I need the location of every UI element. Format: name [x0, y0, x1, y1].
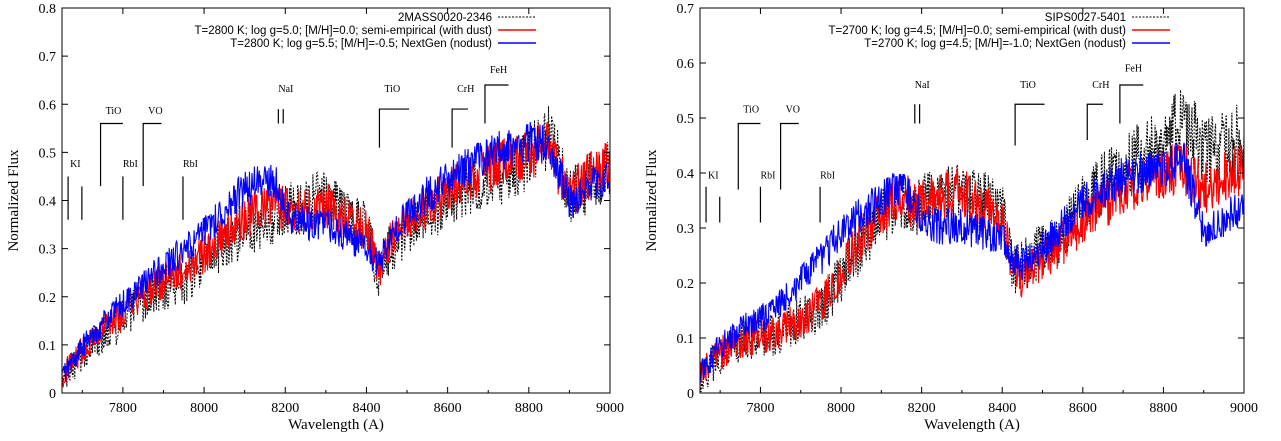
chart-panel-1: 7800 8000 8200 8400 8600 8800 9000 0 0.1 0.2 0.3 0.…: [6, 2, 624, 433]
legend-label: SIPS0027-5401: [1045, 12, 1126, 24]
x-tick-label: 8800: [515, 401, 543, 416]
feature-label: RbI: [820, 171, 835, 182]
feature-label: KI: [708, 171, 719, 182]
x-tick-label: 8200: [908, 401, 936, 416]
y-tick-label: 0.8: [39, 2, 57, 17]
x-tick-label: 9000: [1230, 401, 1258, 416]
feature-label: TiO: [106, 106, 122, 117]
feature-marker: [378, 108, 410, 148]
y-axis-title: Normalized Flux: [6, 149, 22, 252]
feature-label: FeH: [1125, 63, 1142, 74]
feature-marker: [484, 84, 509, 124]
chart-panel-2: 7800 8000 8200 8400 8600 8800 9000 0 0.1 0.2 0.3 0.…: [644, 2, 1258, 433]
x-axis-title: Wavelength (A): [924, 417, 1020, 433]
y-tick-label: 0.4: [39, 195, 57, 210]
plot-frame: [699, 7, 1245, 394]
legend-label: T=2700 K; log g=4.5; [M/H]=0.0; semi-emp…: [828, 25, 1126, 37]
y-tick-label: 0.4: [677, 167, 695, 182]
feature-label: TiO: [1020, 80, 1036, 91]
x-tick-label: 8200: [271, 401, 299, 416]
y-tick-label: 0.7: [39, 50, 57, 65]
feature-marker: [67, 176, 83, 220]
feature-label: KI: [70, 159, 81, 170]
feature-marker: [779, 122, 799, 190]
legend-label: T=2700 K; log g=4.5; [M/H]=-1.0; NextGen…: [864, 38, 1126, 50]
legend-label: T=2800 K; log g=5.5; [M/H]=-0.5; NextGen…: [230, 38, 492, 50]
x-tick-label: 8800: [1149, 401, 1177, 416]
series-line-2: [62, 121, 610, 388]
feature-marker: [277, 109, 284, 124]
y-tick-label: 0: [687, 387, 694, 402]
y-tick-label: 0.3: [677, 222, 695, 237]
legend-label: T=2800 K; log g=5.0; [M/H]=0.0; semi-emp…: [194, 25, 492, 37]
feature-label: CrH: [457, 84, 474, 95]
y-tick-label: 0.6: [677, 57, 695, 72]
y-axis-title: Normalized Flux: [644, 149, 660, 252]
x-tick-label: 8600: [434, 401, 462, 416]
y-tick-label: 0.2: [677, 277, 695, 292]
y-tick-label: 0.5: [39, 146, 57, 161]
feature-label: FeH: [490, 65, 507, 76]
series-line-3: [62, 121, 610, 382]
y-tick-label: 0: [49, 387, 56, 402]
series-line-3: [700, 142, 1244, 385]
y-tick-label: 0.3: [39, 243, 57, 258]
feature-marker: [1119, 84, 1144, 124]
feature-marker: [1014, 103, 1045, 146]
legend-label: 2MASS0020-2346: [398, 12, 492, 24]
feature-label: NaI: [278, 84, 293, 95]
x-tick-label: 9000: [596, 401, 624, 416]
x-axis-title: Wavelength (A): [288, 417, 384, 433]
feature-label: TiO: [743, 105, 759, 116]
x-tick-label: 8000: [827, 401, 855, 416]
x-tick-label: 8400: [988, 401, 1016, 416]
feature-label: RbI: [123, 159, 138, 170]
feature-marker: [1086, 103, 1103, 140]
feature-marker: [451, 108, 468, 148]
x-tick-label: 8000: [190, 401, 218, 416]
x-tick-label: 7800: [109, 401, 137, 416]
feature-marker: [142, 122, 162, 187]
x-tick-label: 7800: [746, 401, 774, 416]
x-tick-label: 8400: [352, 401, 380, 416]
feature-label: VO: [148, 106, 162, 117]
feature-label: NaI: [915, 80, 930, 91]
y-tick-label: 0.1: [39, 339, 57, 354]
feature-marker: [705, 186, 721, 223]
feature-marker: [914, 104, 921, 124]
series-line-1: [700, 89, 1244, 393]
feature-marker: [737, 122, 761, 190]
feature-label: TiO: [384, 84, 400, 95]
y-tick-label: 0.2: [39, 291, 57, 306]
y-tick-label: 0.1: [677, 332, 695, 347]
x-tick-label: 8600: [1069, 401, 1097, 416]
feature-label: RbI: [183, 159, 198, 170]
feature-label: RbI: [760, 171, 775, 182]
feature-label: CrH: [1092, 80, 1109, 91]
y-tick-label: 0.6: [39, 98, 57, 113]
y-tick-label: 0.5: [677, 112, 695, 127]
y-tick-label: 0.7: [677, 2, 695, 17]
feature-label: VO: [786, 105, 800, 116]
feature-marker: [99, 122, 123, 187]
